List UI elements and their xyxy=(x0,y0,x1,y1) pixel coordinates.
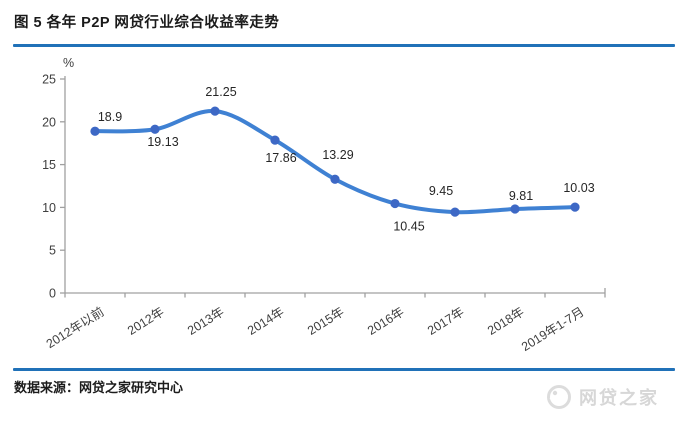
x-category-label: 2014年 xyxy=(245,305,287,338)
data-point-label: 13.29 xyxy=(322,148,353,162)
data-point-label: 10.45 xyxy=(393,220,424,234)
data-source-note: 数据来源：网贷之家研究中心 xyxy=(14,380,184,395)
data-point-marker xyxy=(150,124,160,134)
watermark-text: 网贷之家 xyxy=(579,388,659,408)
x-category-label: 2012年 xyxy=(125,305,167,338)
data-point-marker xyxy=(450,207,460,217)
data-point-label: 9.81 xyxy=(509,189,533,203)
top-divider xyxy=(13,44,675,47)
y-tick-label: 15 xyxy=(42,158,56,172)
x-category-label: 2016年 xyxy=(365,305,407,338)
data-point-marker xyxy=(330,174,340,184)
x-category-label: 2015年 xyxy=(305,305,347,338)
y-axis-unit-label: % xyxy=(63,56,74,70)
data-point-marker xyxy=(210,106,220,116)
yield-line-chart: 0 5 10 15 20 25% 2012年以前 2012年 2013年 2014年 2015年 20… xyxy=(42,56,606,354)
figure-title: 图 5 各年 P2P 网贷行业综合收益率走势 xyxy=(14,15,280,31)
y-tick-label: 20 xyxy=(42,115,56,129)
x-category-label: 2013年 xyxy=(185,305,227,338)
data-point-label: 10.03 xyxy=(563,181,594,195)
data-point-marker xyxy=(270,135,280,145)
bottom-divider xyxy=(13,368,675,371)
data-point-marker xyxy=(90,126,100,136)
data-point-label: 21.25 xyxy=(205,85,236,99)
data-point-label: 17.86 xyxy=(265,151,296,165)
y-tick-label: 0 xyxy=(49,287,56,301)
data-point-label: 18.9 xyxy=(98,110,122,124)
data-point-label: 19.13 xyxy=(147,135,178,149)
watermark: 网贷之家 xyxy=(546,384,659,410)
x-category-label: 2012年以前 xyxy=(43,304,106,351)
data-point-marker xyxy=(510,204,520,214)
data-point-marker xyxy=(390,198,400,209)
wdzj-logo-icon xyxy=(547,385,571,409)
y-tick-label: 25 xyxy=(42,73,56,87)
data-point-label: 9.45 xyxy=(429,184,453,198)
x-category-label: 2017年 xyxy=(425,305,467,338)
y-tick-label: 10 xyxy=(42,201,56,215)
y-tick-label: 5 xyxy=(49,244,56,258)
x-category-label: 2018年 xyxy=(485,305,527,338)
data-point-marker xyxy=(570,202,580,212)
x-category-label: 2019年1-7月 xyxy=(519,305,587,354)
